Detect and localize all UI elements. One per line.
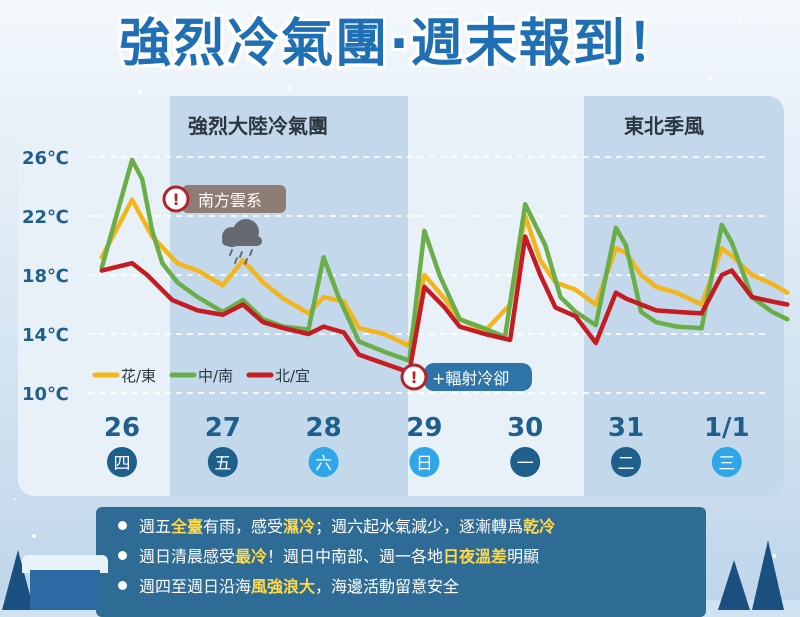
weekday-badge	[107, 447, 137, 477]
highlight-text: 日夜溫差	[443, 547, 508, 566]
snow-dot	[14, 498, 16, 500]
weekday-label: 五	[214, 454, 231, 474]
summary-text: 有雨，感受	[203, 517, 284, 536]
tree-decoration	[752, 540, 784, 610]
band-label-monsoon: 東北季風	[624, 114, 704, 138]
day-date-label: 28	[306, 413, 342, 443]
legend-label: 中/南	[198, 367, 233, 385]
page-title: 強烈冷氣團·週末報到！	[119, 14, 681, 74]
day-date-label: 26	[104, 413, 140, 443]
rain-drop	[229, 249, 233, 256]
snow-dot	[320, 30, 322, 32]
snow-dot	[489, 63, 492, 66]
weekday-label: 六	[315, 454, 332, 474]
snow-dot	[539, 43, 542, 46]
summary-text: ；週六起水氣減少，逐漸轉爲	[315, 517, 524, 536]
summary-line-1: 週五全臺有雨，感受濕冷；週六起水氣減少，逐漸轉爲乾冷	[118, 515, 555, 539]
summary-box: 週五全臺有雨，感受濕冷；週六起水氣減少，逐漸轉爲乾冷 週日清晨感受最冷！週日中南…	[96, 507, 706, 617]
temperature-chart: 26℃ 22℃ 18℃ 14℃ 10℃ 花/東 中/南 北/宜 26 四 27 五 28 六 29 日 30 一 3…	[22, 148, 790, 477]
weekday-badge	[510, 447, 541, 477]
snow-dot	[708, 76, 712, 80]
summary-text: 明顯	[507, 547, 540, 566]
y-tick-label: 14℃	[22, 325, 69, 346]
bullet-dot	[118, 551, 127, 560]
snow-dot	[740, 20, 742, 22]
snow-dot	[288, 86, 292, 90]
series-line-0	[99, 197, 790, 349]
day-date-label: 27	[205, 413, 241, 443]
weekday-label: 日	[416, 454, 433, 474]
weekday-badge	[308, 447, 339, 477]
snow-dot	[137, 89, 142, 94]
weekday-label: 一	[517, 454, 534, 474]
rain-drop	[234, 257, 238, 264]
rain-drop	[239, 251, 243, 258]
weekday-badge	[207, 447, 238, 477]
day-date-label: 1/1	[704, 413, 750, 443]
legend-label: 北/宜	[275, 367, 310, 385]
highlight-text: 風強浪大	[251, 577, 316, 596]
rain-cloud-icon	[222, 236, 262, 246]
cloud-tag-label: 南方雲系	[198, 191, 262, 210]
summary-text: 週四至週日沿海	[139, 577, 252, 596]
summary-text: ，海邊活動留意安全	[315, 577, 460, 596]
alert-icon-glyph: !	[172, 190, 179, 209]
weekday-label: 三	[718, 454, 735, 474]
day-date-label: 31	[608, 413, 644, 443]
legend-label: 花/東	[121, 367, 156, 385]
cloud-tag	[182, 185, 286, 213]
band-label-cold-air: 強烈大陸冷氣團	[188, 114, 328, 138]
snow-dot	[370, 10, 372, 12]
summary-text: 週日清晨感受	[139, 547, 236, 566]
rain-drop	[244, 258, 248, 265]
weekday-label: 二	[618, 454, 635, 474]
day-date-label: 30	[507, 413, 543, 443]
weekday-badge	[711, 447, 742, 477]
bullet-dot	[118, 521, 127, 530]
alert-icon-glyph: !	[410, 368, 417, 387]
y-tick-label: 10℃	[22, 384, 69, 405]
y-tick-label: 26℃	[22, 148, 69, 169]
rain-drop	[249, 249, 253, 256]
cold-air-band	[170, 96, 408, 496]
snow-dot	[338, 66, 342, 70]
alert-icon	[400, 363, 428, 391]
house-roof	[22, 555, 108, 573]
house-decoration	[30, 570, 100, 610]
radiative-tag	[424, 363, 532, 391]
highlight-text: 濕冷	[283, 517, 316, 536]
y-tick-label: 18℃	[22, 266, 69, 287]
weekday-label: 四	[114, 454, 131, 474]
alert-icon	[162, 185, 190, 213]
highlight-text: 最冷	[235, 547, 268, 566]
snow-dot	[32, 534, 36, 538]
snow-dot	[119, 53, 122, 56]
snow-dot	[169, 33, 172, 36]
series-line-2	[99, 234, 790, 375]
highlight-text: 全臺	[171, 517, 204, 536]
summary-line-2: 週日清晨感受最冷！週日中南部、週一各地日夜溫差明顯	[118, 545, 539, 569]
snow-dot	[0, 0, 2, 2]
day-date-label: 29	[406, 413, 442, 443]
series-line-1	[99, 157, 790, 363]
summary-text: ！週日中南部、週一各地	[267, 547, 444, 566]
summary-line-3: 週四至週日沿海風強浪大，海邊活動留意安全	[118, 575, 459, 599]
summary-text: 週五	[139, 517, 172, 536]
weekday-badge	[611, 447, 641, 477]
weekday-badge	[409, 447, 440, 477]
bullet-dot	[118, 581, 127, 590]
highlight-text: 乾冷	[523, 517, 556, 536]
radiative-tag-label: +輻射冷卻	[432, 369, 509, 388]
tree-decoration	[718, 560, 750, 610]
y-tick-label: 22℃	[22, 207, 69, 228]
